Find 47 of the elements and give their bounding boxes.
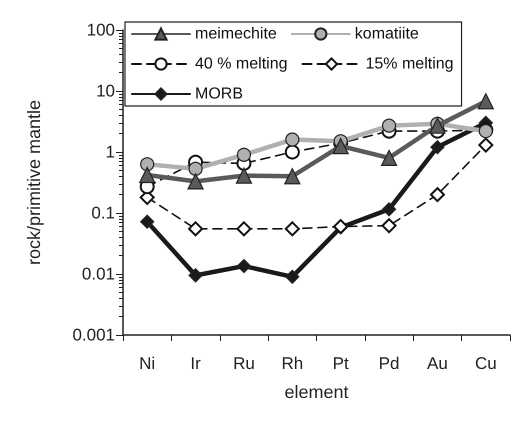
point	[284, 221, 300, 236]
point	[188, 268, 203, 282]
point	[140, 157, 154, 172]
y-tick-label: 1	[106, 142, 115, 162]
y-tick-label: 0.01	[82, 264, 115, 284]
legend-label: meimechite	[195, 26, 277, 42]
point	[478, 93, 494, 110]
point	[284, 168, 300, 184]
point	[188, 221, 204, 236]
point	[284, 144, 300, 160]
point	[236, 148, 252, 162]
point	[236, 258, 252, 274]
point	[380, 150, 398, 166]
point	[187, 173, 204, 190]
x-tick-label: Ni	[139, 354, 156, 373]
point	[236, 221, 252, 236]
point	[188, 162, 203, 176]
point	[139, 166, 156, 184]
x-tick-label: Pd	[378, 354, 400, 373]
point	[285, 270, 300, 284]
x-tick-label: Cu	[474, 354, 497, 373]
point	[382, 218, 397, 234]
point	[429, 118, 446, 134]
y-tick-label: 10	[96, 82, 115, 100]
x-tick-label: Pt	[332, 354, 349, 373]
legend-label: 40 % melting	[195, 56, 288, 72]
x-tick-label: Ir	[190, 354, 202, 373]
x-tick-label: Au	[427, 354, 448, 373]
y-tick-label: 100	[86, 20, 115, 40]
point	[430, 187, 445, 202]
legend-label: MORB	[195, 86, 243, 102]
point	[332, 138, 349, 154]
y-tick-label: 0.1	[91, 204, 115, 222]
point	[140, 214, 154, 229]
point	[430, 140, 445, 154]
point	[382, 118, 396, 133]
point	[236, 168, 252, 184]
point	[285, 132, 300, 147]
x-tick-label: Ru	[233, 354, 255, 373]
point	[478, 138, 494, 153]
legend-label: komatiite	[354, 26, 419, 42]
x-axis-title: element	[284, 382, 349, 402]
y-tick-label: 0.001	[72, 326, 115, 344]
point	[382, 202, 396, 216]
legend-label: 15% melting	[365, 56, 454, 72]
x-tick-label: Rh	[281, 354, 304, 373]
y-axis-title: rock/primitive mantle	[24, 100, 44, 266]
